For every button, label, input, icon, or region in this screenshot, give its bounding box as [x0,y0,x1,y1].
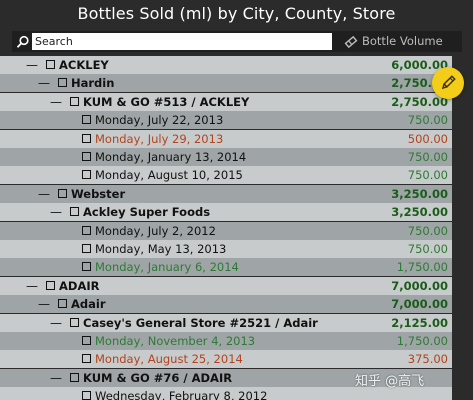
tree-row[interactable]: Monday, July 2, 2012 750.00 [0,221,452,240]
row-checkbox[interactable] [58,299,67,309]
row-label: Monday, August 10, 2015 [95,168,243,183]
row-value: 1,750.00 [396,334,448,348]
collapse-toggle[interactable]: — [26,278,38,293]
tree-row[interactable]: Monday, August 25, 2014 375.00 [0,350,452,369]
row-label: Adair [71,297,106,312]
row-value: 1,750.00 [396,260,448,275]
collapse-toggle[interactable]: — [38,297,50,312]
collapse-toggle[interactable]: — [50,94,62,109]
row-value: 7,000.00 [391,278,448,293]
row-label: Monday, January 6, 2014 [95,260,239,275]
row-value: 750.00 [407,113,448,128]
tree-row[interactable]: Monday, July 29, 2013 500.00 [0,129,452,148]
row-value: 500.00 [407,131,448,146]
row-value: 7,000.00 [391,297,448,312]
row-checkbox[interactable] [82,152,91,161]
row-label: Hardin [71,76,115,91]
row-label: ACKLEY [59,58,109,72]
collapse-toggle[interactable]: — [50,315,62,330]
row-label: Webster [71,186,126,201]
tree-row[interactable]: — KUM & GO #513 / ACKLEY 2,750.00 [0,92,452,111]
row-checkbox[interactable] [70,372,79,382]
collapse-toggle[interactable]: — [26,58,38,72]
row-checkbox[interactable] [82,170,91,180]
tree-row[interactable]: — KUM & GO #76 / ADAIR [0,368,452,387]
row-label: KUM & GO #76 / ADAIR [83,370,233,385]
tree-row[interactable]: Monday, January 6, 2014 1,750.00 [0,258,452,277]
row-checkbox[interactable] [70,96,79,106]
row-label: Monday, August 25, 2014 [95,352,243,367]
tree-row[interactable]: — Ackley Super Foods 3,250.00 [0,203,452,222]
row-label: Monday, July 29, 2013 [95,131,224,146]
row-checkbox[interactable] [82,354,91,364]
row-value: 750.00 [407,223,448,238]
collapse-toggle[interactable]: — [50,205,62,220]
tree-row[interactable]: — Webster 3,250.00 [0,184,452,203]
search-icon[interactable] [16,34,30,48]
row-checkbox[interactable] [82,115,91,125]
row-checkbox[interactable] [46,280,55,290]
collapse-toggle[interactable]: — [38,76,50,91]
row-checkbox[interactable] [82,244,91,253]
row-value: 750.00 [407,168,448,183]
tree-row[interactable]: Monday, August 10, 2015 750.00 [0,166,452,185]
search-input[interactable] [32,33,332,50]
row-value: 2,750.00 [391,94,448,109]
row-value: 3,250.00 [391,186,448,201]
row-value: 750.00 [407,242,448,256]
measure-label: Bottle Volume (ml) [362,34,443,69]
tree-row[interactable]: — ADAIR 7,000.00 [0,276,452,295]
row-checkbox[interactable] [82,391,91,400]
tree-row[interactable]: Monday, January 13, 2014 750.00 [0,148,452,166]
row-label: Monday, May 13, 2013 [95,242,227,256]
row-label: Ackley Super Foods [83,205,211,220]
collapse-toggle[interactable]: — [38,186,50,201]
tree-row[interactable]: Monday, November 4, 2013 1,750.00 [0,332,452,350]
row-label: Monday, November 4, 2013 [95,334,256,348]
tree-row[interactable]: — Hardin 2,750.00 [0,74,452,93]
scrollbar-track[interactable] [452,53,473,400]
watermark: 知乎 @高飞 [355,374,425,389]
row-checkbox[interactable] [82,225,91,235]
row-checkbox[interactable] [46,60,55,69]
row-checkbox[interactable] [58,78,67,88]
tree-row[interactable]: Monday, May 13, 2013 750.00 [0,240,452,258]
row-checkbox[interactable] [70,317,79,327]
row-label: Wednesday, February 8, 2012 [95,389,268,400]
row-label: KUM & GO #513 / ACKLEY [83,94,250,109]
row-value: 3,250.00 [391,205,448,220]
tree-row[interactable]: Wednesday, February 8, 2012 [0,387,452,400]
row-value: 6,000.00 [391,58,448,72]
row-value: 750.00 [407,150,448,164]
row-label: Monday, January 13, 2014 [95,150,247,164]
row-checkbox[interactable] [82,133,91,143]
row-label: Casey's General Store #2521 / Adair [83,315,318,330]
hierarchy-slicer: — ACKLEY 6,000.00 — Hardin 2,750.00 — KUM & GO … [0,53,452,400]
tree-row[interactable]: Monday, July 22, 2013 750.00 [0,111,452,130]
row-checkbox[interactable] [82,336,91,345]
row-value: 375.00 [407,352,448,367]
edit-button[interactable] [432,67,464,99]
report-title: Bottles Sold (ml) by City, County, Store [77,4,396,23]
tree-row[interactable]: — Casey's General Store #2521 / Adair 2,12… [0,313,452,332]
eraser-icon[interactable] [344,34,358,49]
row-label: Monday, July 2, 2012 [95,223,216,238]
search-bar: Bottle Volume (ml) [12,31,462,69]
row-value: 2,125.00 [391,315,448,330]
row-checkbox[interactable] [82,262,91,272]
tree-row[interactable]: — Adair 7,000.00 [0,295,452,314]
row-checkbox[interactable] [70,207,79,217]
collapse-toggle[interactable]: — [50,370,62,385]
row-label: ADAIR [59,278,100,293]
tree-row[interactable]: — ACKLEY 6,000.00 [0,56,452,74]
row-label: Monday, July 22, 2013 [95,113,224,128]
row-checkbox[interactable] [58,188,67,198]
